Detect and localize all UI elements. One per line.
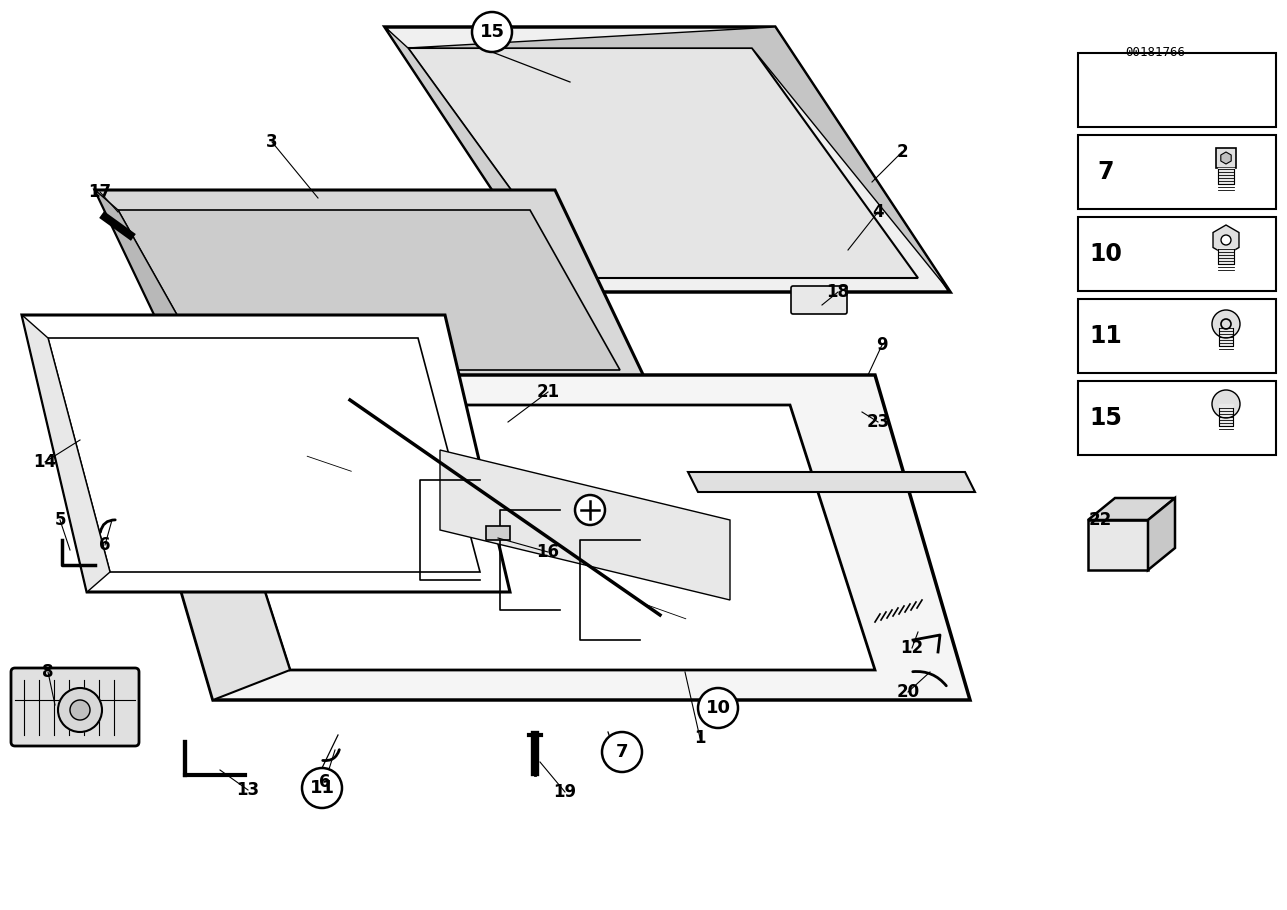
Polygon shape [1214,225,1239,255]
Text: 6: 6 [99,536,111,554]
Text: 8: 8 [42,663,54,681]
Text: 4: 4 [873,203,884,221]
Polygon shape [385,27,575,292]
Polygon shape [1098,70,1263,102]
Text: 21: 21 [537,383,560,401]
Text: 15: 15 [480,23,505,41]
Circle shape [69,700,90,720]
Polygon shape [1221,152,1232,164]
Text: 18: 18 [826,283,849,301]
FancyBboxPatch shape [1079,381,1275,455]
Text: 00181766: 00181766 [1125,46,1185,58]
Text: 9: 9 [876,336,888,354]
Text: 22: 22 [1089,511,1112,529]
Polygon shape [205,405,875,670]
Text: 12: 12 [901,639,924,657]
FancyBboxPatch shape [1079,217,1275,291]
Text: 5: 5 [54,511,66,529]
Circle shape [1212,310,1239,338]
Text: 11: 11 [309,779,335,797]
Text: 19: 19 [553,783,577,801]
Polygon shape [22,315,510,592]
Polygon shape [385,27,950,292]
FancyBboxPatch shape [1079,135,1275,209]
Text: 17: 17 [89,183,112,201]
Text: 11: 11 [1090,324,1122,348]
Text: 14: 14 [33,453,57,471]
FancyBboxPatch shape [792,286,847,314]
Polygon shape [118,210,620,370]
FancyBboxPatch shape [1079,53,1275,127]
Circle shape [1212,390,1239,418]
Circle shape [575,495,605,525]
Circle shape [58,688,102,732]
Polygon shape [118,375,970,700]
Circle shape [698,688,737,728]
Circle shape [302,768,342,808]
FancyBboxPatch shape [486,526,510,540]
Text: 13: 13 [237,781,260,799]
Text: 10: 10 [1090,242,1122,266]
Polygon shape [408,27,950,292]
Text: 16: 16 [537,543,560,561]
Text: 15: 15 [1090,406,1122,430]
Polygon shape [22,315,109,592]
Circle shape [602,732,642,772]
Polygon shape [689,472,976,492]
FancyBboxPatch shape [1079,299,1275,373]
Text: 7: 7 [1098,160,1115,184]
Circle shape [472,12,512,52]
Polygon shape [1148,498,1175,570]
Polygon shape [1088,520,1148,570]
Circle shape [1221,235,1230,245]
Polygon shape [48,338,480,572]
Polygon shape [408,48,918,278]
Polygon shape [118,375,290,700]
Text: 7: 7 [615,743,628,761]
Polygon shape [1088,498,1175,520]
Polygon shape [95,190,208,385]
Text: 3: 3 [266,133,278,151]
FancyBboxPatch shape [12,668,139,746]
Text: 6: 6 [319,773,331,791]
Text: 20: 20 [897,683,920,701]
Text: 10: 10 [705,699,731,717]
Text: 23: 23 [866,413,889,431]
Text: 2: 2 [896,143,907,161]
Polygon shape [95,190,647,385]
Text: 1: 1 [694,729,705,747]
FancyBboxPatch shape [1216,148,1236,168]
Polygon shape [1098,102,1158,115]
Polygon shape [440,450,730,600]
